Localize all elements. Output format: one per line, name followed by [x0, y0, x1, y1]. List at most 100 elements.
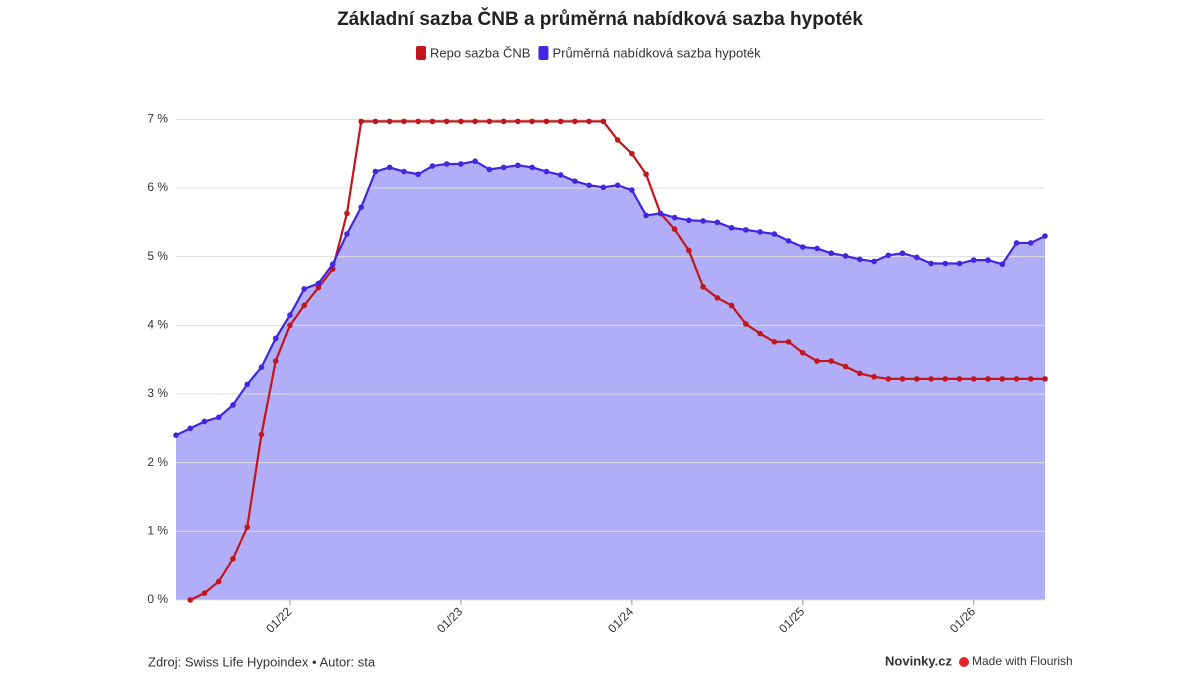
- point: [244, 381, 251, 388]
- point: [600, 118, 607, 125]
- y-tick-label: 5 %: [147, 249, 168, 263]
- point: [458, 118, 464, 125]
- point: [928, 260, 934, 267]
- credit: Made with Flourish: [972, 654, 1073, 668]
- point: [187, 425, 194, 432]
- point: [401, 168, 407, 175]
- point: [985, 376, 991, 382]
- y-tick-label: 0 %: [147, 592, 168, 606]
- point: [757, 330, 763, 337]
- point: [743, 227, 749, 233]
- point: [956, 260, 963, 267]
- point: [1027, 376, 1034, 382]
- point: [429, 118, 436, 125]
- point: [828, 358, 835, 364]
- point: [258, 431, 265, 438]
- point: [871, 258, 877, 265]
- point: [472, 158, 478, 165]
- point: [215, 578, 222, 585]
- point: [643, 171, 649, 178]
- point: [358, 204, 364, 211]
- point: [415, 171, 421, 178]
- point: [600, 184, 607, 191]
- point: [728, 302, 735, 309]
- point: [842, 363, 849, 370]
- point: [771, 339, 778, 345]
- point: [201, 590, 208, 596]
- point: [999, 261, 1006, 268]
- point: [329, 261, 336, 268]
- point: [244, 524, 251, 531]
- point: [344, 210, 350, 217]
- point: [1042, 233, 1048, 239]
- legend-label: Průměrná nabídková sazba hypoték: [552, 45, 761, 60]
- point: [572, 118, 578, 125]
- point: [942, 260, 949, 267]
- point: [230, 556, 236, 562]
- point: [885, 252, 892, 259]
- point: [258, 364, 265, 371]
- x-tick-label: 01/22: [263, 604, 294, 635]
- point: [515, 118, 521, 125]
- point: [529, 164, 535, 171]
- source: Zdroj: Swiss Life Hypoindex • Autor: sta: [148, 654, 376, 669]
- point: [956, 376, 963, 382]
- point: [386, 118, 393, 125]
- y-tick-label: 2 %: [147, 455, 168, 469]
- point: [643, 212, 649, 219]
- point: [272, 358, 279, 364]
- point: [899, 250, 906, 257]
- x-tick-label: 01/24: [605, 604, 636, 635]
- point: [857, 256, 863, 263]
- point: [629, 150, 635, 157]
- point: [287, 312, 293, 318]
- point: [344, 231, 350, 237]
- y-tick-label: 3 %: [147, 386, 168, 400]
- point: [970, 257, 977, 263]
- point: [814, 358, 820, 364]
- point: [857, 370, 863, 377]
- point: [686, 217, 692, 224]
- point: [415, 118, 421, 125]
- point: [557, 172, 564, 178]
- point: [230, 402, 236, 408]
- point: [614, 182, 621, 189]
- point: [1027, 240, 1034, 246]
- point: [315, 280, 322, 287]
- point: [401, 118, 407, 125]
- point: [800, 244, 806, 250]
- point: [785, 238, 792, 244]
- point: [686, 247, 692, 254]
- point: [572, 178, 578, 184]
- point: [970, 376, 977, 382]
- point: [714, 219, 721, 226]
- point: [215, 414, 222, 421]
- point: [486, 166, 493, 173]
- point: [700, 284, 706, 290]
- point: [899, 376, 906, 382]
- point: [187, 597, 194, 603]
- point: [1042, 376, 1048, 382]
- point: [814, 245, 820, 252]
- point: [913, 254, 920, 261]
- point: [842, 253, 849, 259]
- point: [913, 376, 920, 382]
- x-tick-label: 01/25: [776, 604, 807, 635]
- y-tick-label: 1 %: [147, 524, 168, 538]
- point: [500, 118, 507, 125]
- point: [700, 218, 706, 224]
- point: [785, 339, 792, 345]
- point: [629, 187, 635, 193]
- point: [586, 182, 592, 189]
- point: [657, 210, 664, 217]
- point: [671, 214, 678, 221]
- point: [173, 432, 179, 439]
- point: [885, 376, 892, 382]
- point: [757, 229, 763, 235]
- point: [500, 164, 507, 171]
- point: [443, 161, 450, 167]
- point: [443, 118, 450, 125]
- point: [372, 118, 379, 125]
- point: [472, 118, 478, 125]
